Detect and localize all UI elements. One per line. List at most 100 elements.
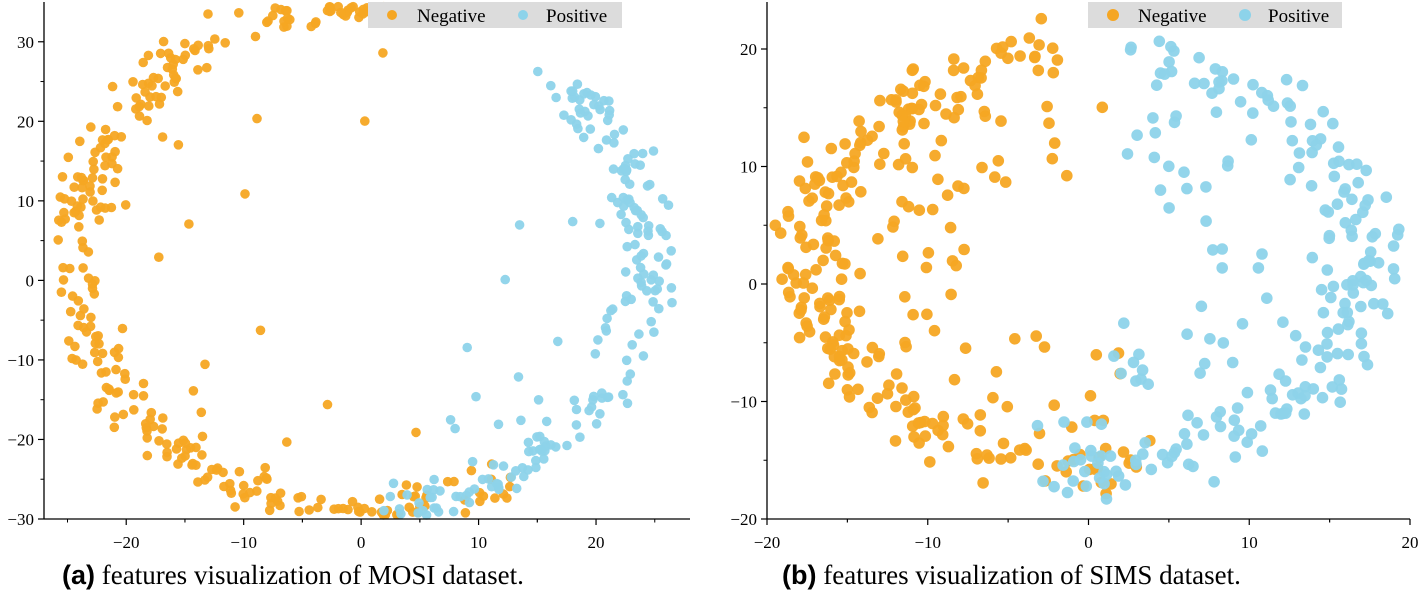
scatter-point-negative [109,422,120,433]
scatter-point-negative [936,428,949,441]
scatter-point-positive [1314,361,1327,374]
scatter-point-positive [1377,298,1389,310]
scatter-point-positive [1279,407,1292,419]
scatter-point-negative [162,451,172,462]
scatter-point-negative [1032,64,1045,77]
scatter-point-positive [1216,66,1229,78]
scatter-point-positive [1387,263,1400,275]
scatter-point-negative [110,146,120,157]
scatter-point-negative [203,9,213,19]
scatter-point-negative [829,249,842,262]
scatter-point-negative [252,113,262,124]
scatter-point-positive [1266,392,1278,405]
y-tick-label: 20 [740,40,757,59]
scatter-point-positive [1256,248,1268,260]
scatter-point-negative [947,64,960,77]
scatter-point-negative [861,356,873,368]
scatter-point-negative [154,436,164,446]
scatter-point-positive [493,419,504,430]
scatter-point-negative [202,62,212,73]
scatter-point-negative [490,493,500,503]
scatter-point-negative [817,254,829,267]
scatter-point-positive [1279,375,1292,387]
scatter-point-negative [825,142,838,155]
scatter-point-negative [412,482,422,492]
scatter-point-positive [1119,479,1132,491]
scatter-point-positive [1327,157,1340,170]
scatter-point-positive [534,444,545,455]
scatter-point-negative [92,356,103,367]
scatter-point-negative [158,413,168,423]
scatter-point-positive [1256,445,1269,457]
scatter-point-negative [855,125,867,138]
scatter-point-negative [143,50,154,61]
scatter-point-positive [1081,416,1093,428]
scatter-point-negative [238,480,249,491]
scatter-point-negative [902,406,915,418]
scatter-point-positive [1166,450,1178,463]
scatter-point-negative [97,185,107,196]
scatter-point-positive [1136,364,1149,376]
scatter-point-positive [1296,354,1308,366]
scatter-point-negative [64,336,74,346]
scatter-point-positive [578,132,589,143]
scatter-point-positive [602,313,612,324]
scatter-point-positive [1350,213,1362,226]
scatter-point-negative [180,38,190,49]
scatter-point-positive [1362,254,1375,267]
scatter-point-negative [336,7,346,18]
scatter-point-positive [1261,292,1273,305]
scatter-point-positive [648,146,659,156]
scatter-point-positive [585,124,596,134]
scatter-point-positive [1163,202,1175,214]
scatter-point-negative [881,388,894,400]
scatter-point-negative [93,398,103,409]
scatter-point-positive [1214,406,1226,418]
scatter-point-negative [829,368,841,380]
scatter-point-negative [934,88,947,100]
scatter-point-negative [990,366,1003,378]
scatter-point-negative [996,41,1009,53]
scatter-point-negative [1084,390,1097,402]
caption-text: features visualization of MOSI dataset. [101,560,524,590]
scatter-point-positive [1247,107,1259,119]
scatter-point-negative [260,462,271,473]
scatter-point-positive [619,163,630,174]
scatter-point-positive [402,490,412,500]
scatter-point-negative [847,347,860,360]
scatter-point-negative [896,195,908,208]
scatter-point-negative [787,269,800,281]
scatter-point-negative [94,215,104,225]
scatter-point-negative [251,486,262,496]
chart-mosi-legend: Negative Positive [368,2,622,28]
scatter-point-negative [920,261,933,274]
scatter-point-negative [75,136,85,147]
scatter-point-negative [255,325,266,336]
scatter-point-positive [513,372,524,382]
scatter-point-negative [162,439,172,449]
scatter-point-negative [878,147,890,160]
scatter-point-negative [822,377,835,390]
x-tick-label: 10 [1241,533,1258,552]
scatter-point-positive [429,474,439,485]
scatter-point-positive [1306,135,1319,147]
scatter-point-positive [601,326,612,336]
scatter-point-negative [112,101,123,112]
scatter-point-positive [1252,262,1265,274]
scatter-point-negative [950,259,962,272]
scatter-point-negative [915,98,928,111]
scatter-point-negative [128,77,138,87]
scatter-point-negative [275,488,286,499]
scatter-point-positive [609,129,620,140]
scatter-point-positive [388,478,399,489]
scatter-point-negative [184,219,194,229]
scatter-point-negative [937,419,949,432]
scatter-point-negative [979,110,992,122]
scatter-point-positive [569,395,580,406]
scatter-point-positive [622,241,632,252]
scatter-point-positive [1067,475,1079,487]
scatter-point-negative [69,182,79,192]
scatter-point-negative [268,10,278,21]
scatter-point-negative [833,329,846,342]
